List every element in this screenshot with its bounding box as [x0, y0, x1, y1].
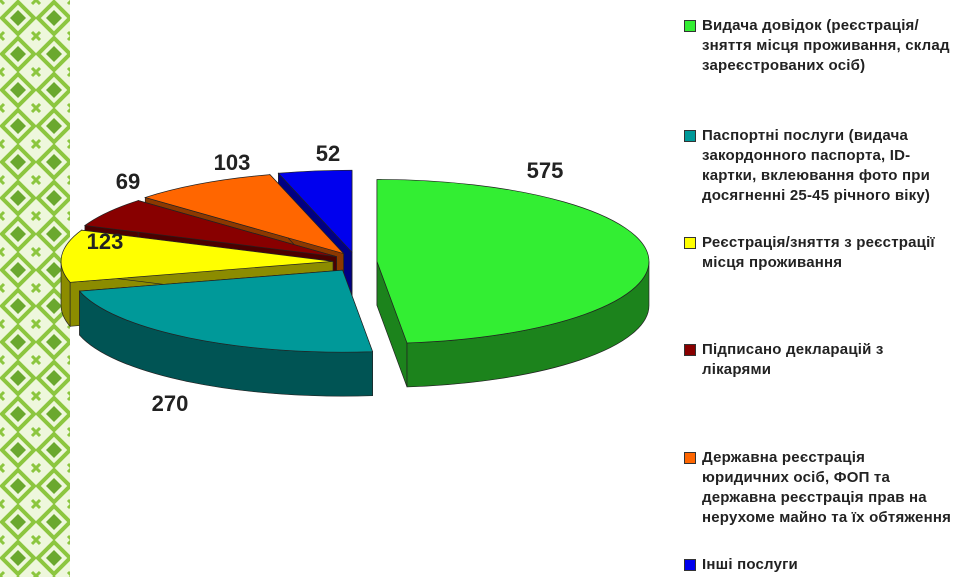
legend-swatch — [684, 237, 696, 249]
slice — [376, 179, 650, 388]
slice — [78, 269, 374, 397]
legend-item: Державна реєстрація юридичних осіб, ФОП … — [684, 448, 954, 528]
data-label: 270 — [152, 391, 189, 416]
data-label: 575 — [527, 158, 564, 183]
slice-top — [60, 229, 334, 283]
legend-swatch — [684, 20, 696, 32]
legend-swatch — [684, 344, 696, 356]
pie — [60, 169, 650, 397]
data-label: 69 — [116, 169, 140, 194]
data-label: 123 — [87, 229, 124, 254]
legend-label: Підписано декларацій з лікарями — [702, 341, 884, 378]
legend-item: Підписано декларацій з лікарями — [684, 340, 954, 380]
slice-top — [78, 269, 374, 353]
legend-label: Паспортні послуги (видача закордонного п… — [702, 127, 931, 204]
slice-top — [84, 200, 337, 257]
legend-item: Інші послуги — [684, 555, 954, 575]
legend-swatch — [684, 559, 696, 571]
slice-top — [144, 174, 345, 255]
legend-item: Паспортні послуги (видача закордонного п… — [684, 126, 954, 206]
legend-item: Видача довідок (реєстрація/зняття місця … — [684, 16, 954, 76]
ornament-border — [0, 0, 70, 577]
data-label: 103 — [214, 150, 251, 175]
slice-top — [277, 169, 353, 254]
legend-label: Видача довідок (реєстрація/зняття місця … — [702, 17, 950, 74]
legend-swatch — [684, 452, 696, 464]
legend-label: Державна реєстрація юридичних осіб, ФОП … — [702, 449, 952, 526]
data-label: 52 — [316, 141, 340, 166]
legend-item: Реєстрація/зняття з реєстрації місця про… — [684, 233, 954, 273]
legend-swatch — [684, 130, 696, 142]
legend-label: Реєстрація/зняття з реєстрації місця про… — [702, 234, 935, 271]
slice-top — [376, 179, 650, 344]
legend-label: Інші послуги — [702, 556, 798, 573]
